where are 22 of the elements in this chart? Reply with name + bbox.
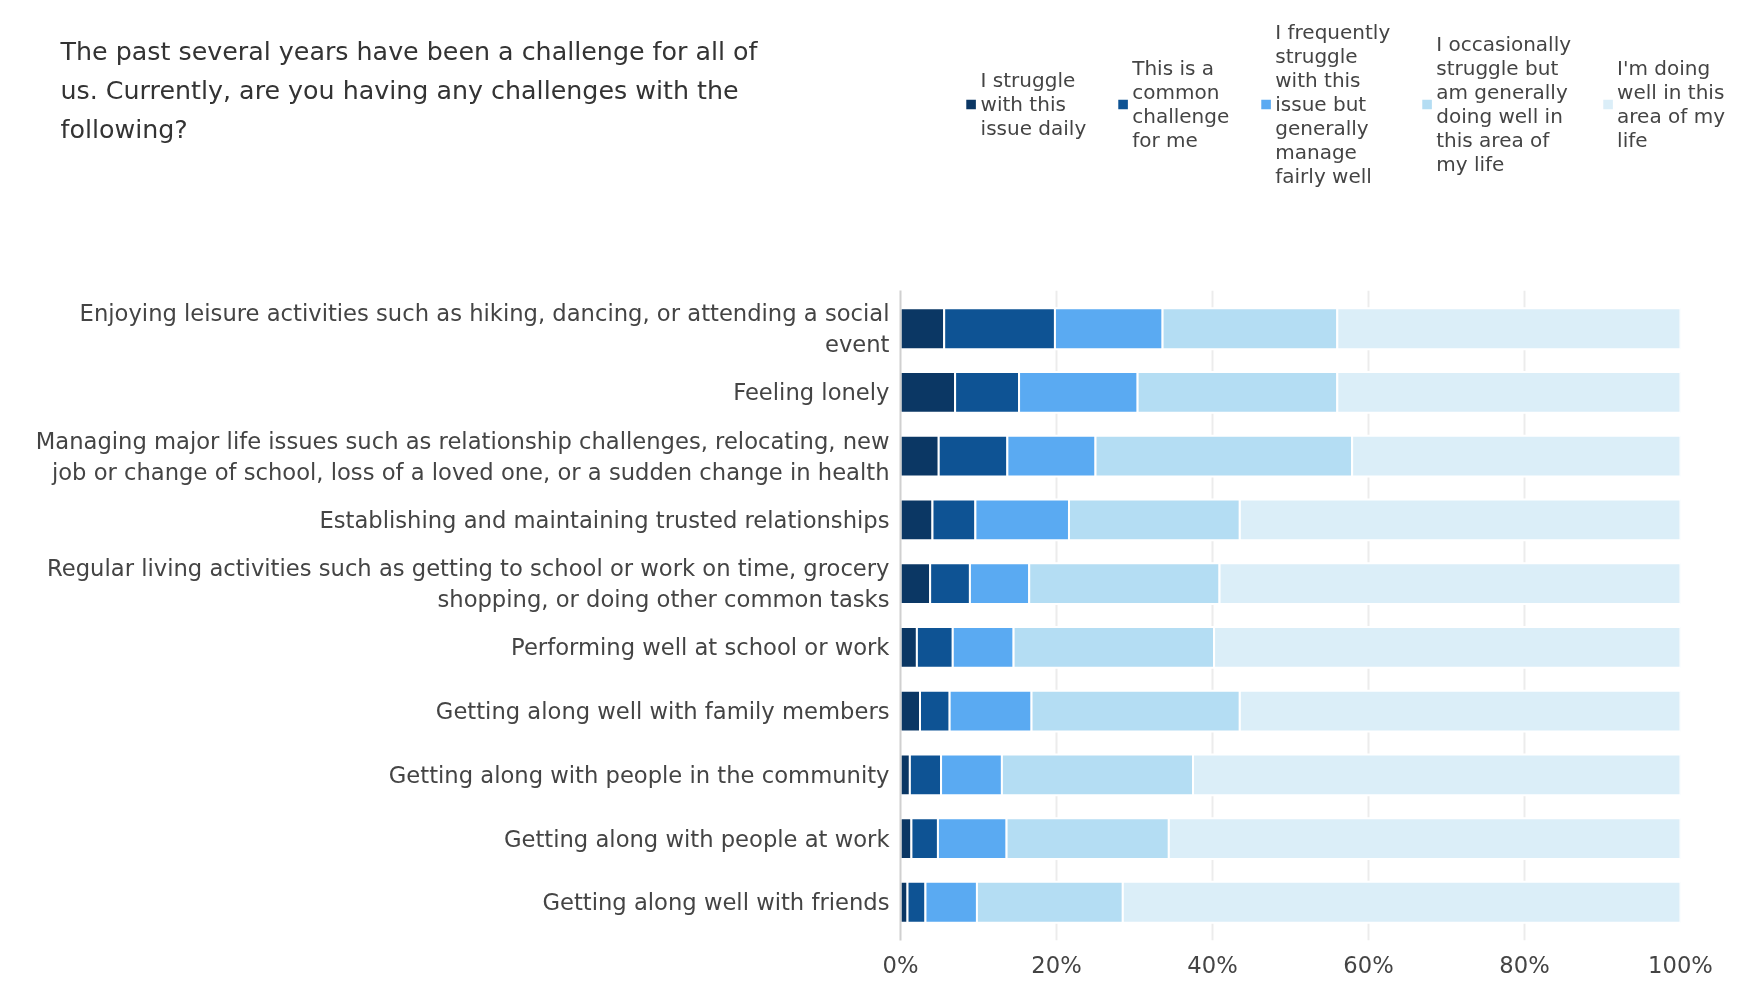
- text: The past several years have been a challenge for all of us. Currently, are you having any challenges with the following?: [59, 35, 759, 144]
- y-tick-label: Getting along well with family members: [435, 698, 890, 725]
- y-tick-label: Enjoying leisure activities such as hiking, dancing, or attending a social event: [79, 300, 890, 358]
- x-tick-label: 100%: [1648, 951, 1713, 978]
- x-tick-label: 60%: [1343, 951, 1394, 978]
- x-tick-label: 40%: [1187, 951, 1238, 978]
- y-tick-label: Establishing and maintaining trusted relationships: [319, 506, 890, 533]
- y-tick-label: Regular living activities such as getting to school or work on time, grocery shopping, or doing other common tasks: [47, 555, 890, 613]
- y-tick-label: Feeling lonely: [733, 379, 890, 406]
- x-tick-label: 80%: [1499, 951, 1550, 978]
- legend-label: I struggle with this issue daily: [980, 68, 1087, 140]
- legend-label: This is a common challenge for me: [1132, 56, 1230, 152]
- y-tick-label: Performing well at school or work: [511, 634, 891, 661]
- y-tick-label: Getting along well with friends: [542, 889, 890, 916]
- legend-label: I occasionally struggle but am generally doing well in this area of my life: [1436, 32, 1572, 176]
- y-tick-label: Managing major life issues such as relationship challenges, relocating, new job or change of school, loss of a loved one, or a sudden change in health: [35, 427, 890, 485]
- legend-label: I frequently struggle with this issue but generally manage fairly well: [1275, 20, 1391, 188]
- y-tick-label: Getting along with people at work: [503, 825, 891, 852]
- y-tick-label: Getting along with people in the community: [388, 761, 890, 788]
- x-tick-label: 20%: [1031, 951, 1082, 978]
- x-tick-label: 0%: [882, 951, 919, 978]
- legend-label: I'm doing well in this area of my life: [1617, 56, 1725, 152]
